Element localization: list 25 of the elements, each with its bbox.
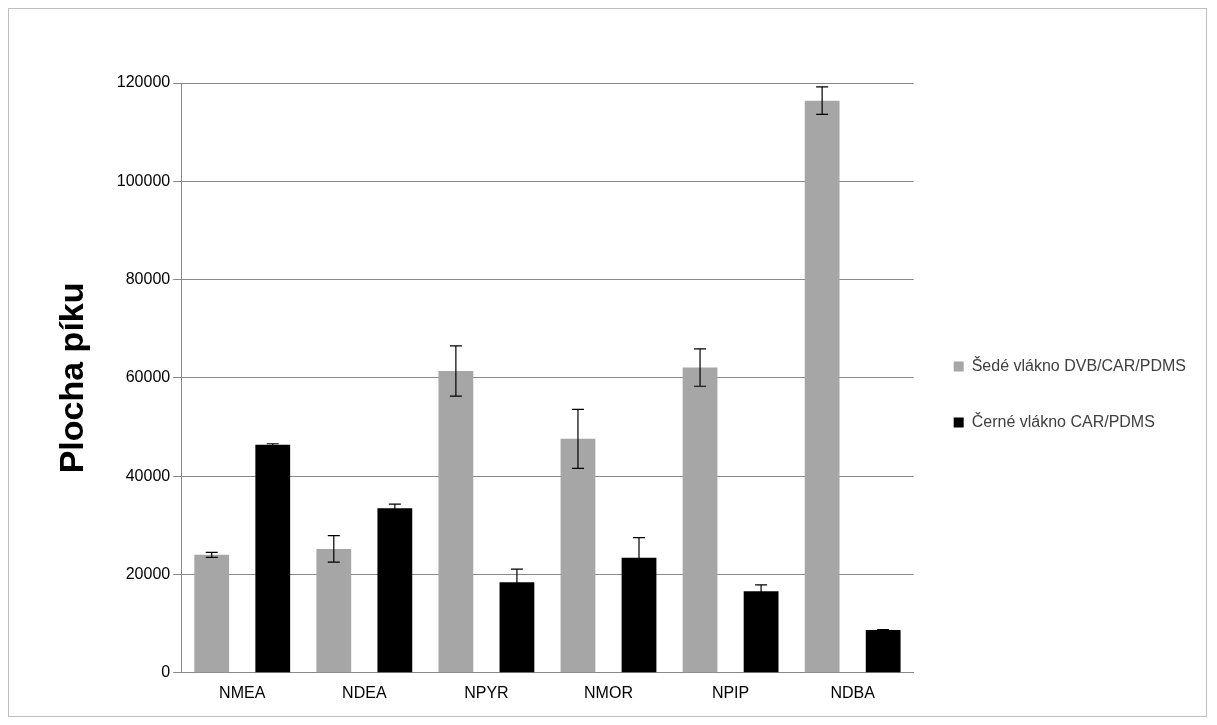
bar (804, 100, 840, 673)
y-tick-label: 80000 (125, 270, 171, 288)
legend-label: Černé vlákno CAR/PDMS (971, 411, 1155, 430)
x-tick-label: NDEA (342, 683, 387, 701)
bar (255, 444, 291, 673)
bar (377, 508, 413, 673)
bar (865, 630, 901, 673)
y-tick-label: 0 (161, 663, 171, 681)
x-tick-label: NMOR (584, 683, 633, 701)
y-tick-label: 60000 (125, 368, 171, 386)
x-tick-label: NPIP (711, 683, 750, 701)
y-tick-label: 40000 (125, 466, 171, 484)
x-tick-label: NDBA (830, 683, 876, 701)
bar (316, 548, 352, 673)
y-tick-label: 120000 (116, 73, 171, 91)
bar (194, 554, 230, 673)
legend-label: Šedé vlákno DVB/CAR/PDMS (971, 355, 1187, 374)
bar (560, 438, 596, 673)
y-axis-title: Plocha píku (51, 282, 90, 474)
y-tick-label: 100000 (116, 171, 171, 189)
y-tick-label: 20000 (125, 564, 171, 582)
x-tick-label: NMEA (219, 683, 266, 701)
bar (438, 371, 474, 673)
x-tick-label: NPYR (464, 683, 509, 701)
bar (682, 367, 718, 673)
